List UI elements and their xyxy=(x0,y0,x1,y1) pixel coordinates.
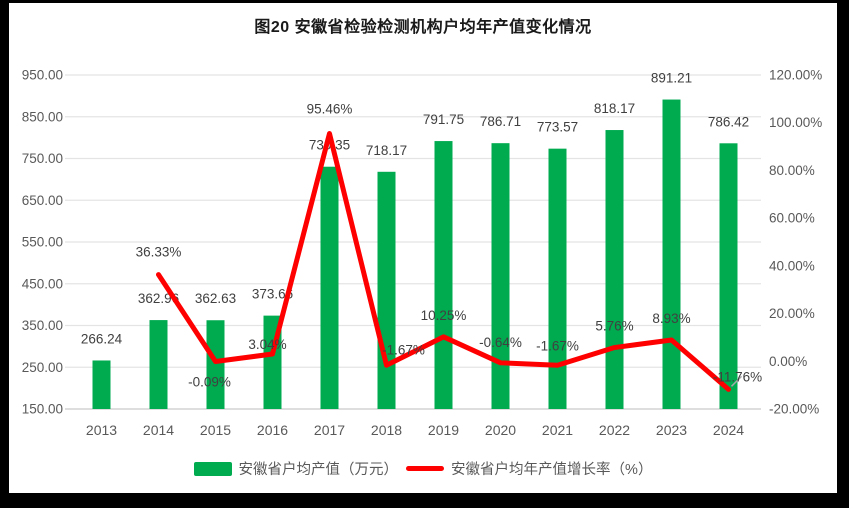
line-series-label: 安徽省户均年产值增长率（%） xyxy=(451,462,653,478)
left-axis-tick-label: 550.00 xyxy=(22,235,63,250)
right-axis-tick-label: 120.00% xyxy=(769,68,822,83)
value-label-2022: 818.17 xyxy=(594,101,635,116)
value-label-2021: 773.57 xyxy=(537,120,578,135)
right-axis-tick-label: 20.00% xyxy=(769,306,815,321)
growth-label-2017: 95.46% xyxy=(307,102,353,117)
growth-label-2018: -1.67% xyxy=(382,342,425,357)
x-axis-label-2021: 2021 xyxy=(542,422,573,438)
right-axis-tick-label: 0.00% xyxy=(769,354,807,369)
x-axis-label-2020: 2020 xyxy=(485,422,516,438)
bar-2013 xyxy=(92,360,111,409)
growth-label-2021: -1.67% xyxy=(536,338,579,353)
bar-2024 xyxy=(719,143,738,409)
x-axis-label-2018: 2018 xyxy=(371,422,402,438)
x-axis-label-2024: 2024 xyxy=(713,422,744,438)
x-axis-label-2015: 2015 xyxy=(200,422,231,438)
x-axis-label-2016: 2016 xyxy=(257,422,288,438)
growth-label-2015: -0.09% xyxy=(188,375,231,390)
left-axis-tick-label: 450.00 xyxy=(22,276,63,291)
bar-2022 xyxy=(605,130,624,409)
bar-2019 xyxy=(434,141,453,409)
value-label-2015: 362.63 xyxy=(195,291,236,306)
chart-panel: 图20 安徽省检验检测机构户均年产值变化情况 950.00 850.00 750.0… xyxy=(9,3,837,493)
growth-label-2022: 5.76% xyxy=(595,319,633,334)
growth-label-2016: 3.04% xyxy=(248,337,286,352)
growth-label-2019: 10.25% xyxy=(421,308,467,323)
value-label-2019: 791.75 xyxy=(423,112,464,127)
x-axis-label-2019: 2019 xyxy=(428,422,459,438)
right-axis-tick-label: -20.00% xyxy=(769,402,819,417)
legend-item-line-series: 安徽省户均年产值增长率（%） xyxy=(406,458,652,479)
value-label-2020: 786.71 xyxy=(480,114,521,129)
x-axis-label-2023: 2023 xyxy=(656,422,687,438)
bar-series-label: 安徽省户均产值（万元） xyxy=(238,462,399,478)
bar-2023 xyxy=(662,99,681,409)
legend-item-bar-series: 安徽省户均产值（万元） xyxy=(193,458,399,479)
left-axis-tick-label: 650.00 xyxy=(22,193,63,208)
bar-2015 xyxy=(206,320,225,409)
right-axis-tick-label: 100.00% xyxy=(769,115,822,130)
x-axis-label-2022: 2022 xyxy=(599,422,630,438)
right-axis-tick-label: 40.00% xyxy=(769,258,815,273)
line-series-swatch-icon xyxy=(406,466,445,471)
left-axis-tick-label: 850.00 xyxy=(22,109,63,124)
x-axis-label-2013: 2013 xyxy=(86,422,117,438)
left-axis-tick-label: 750.00 xyxy=(22,151,63,166)
value-label-2016: 373.66 xyxy=(252,287,293,302)
growth-label-2020: -0.64% xyxy=(479,335,522,350)
left-axis-tick-label: 350.00 xyxy=(22,318,63,333)
bar-2014 xyxy=(149,320,168,409)
growth-label-2024: -11.76% xyxy=(713,369,762,384)
bar-2021 xyxy=(548,148,567,409)
bar-2020 xyxy=(491,143,510,409)
right-axis-tick-label: 60.00% xyxy=(769,211,815,226)
value-label-2013: 266.24 xyxy=(81,331,123,346)
x-axis-label-2017: 2017 xyxy=(314,422,345,438)
growth-rate-line xyxy=(156,131,731,392)
left-axis-tick-label: 950.00 xyxy=(22,68,63,83)
growth-label-2014: 36.33% xyxy=(136,245,182,260)
chart-plot: 950.00 850.00 750.00 650.00 550.00 450.00 350.… xyxy=(22,68,823,439)
chart-title: 图20 安徽省检验检测机构户均年产值变化情况 xyxy=(254,19,592,36)
value-label-2018: 718.17 xyxy=(366,143,407,158)
growth-label-2023: 8.93% xyxy=(652,311,690,326)
bar-2017 xyxy=(320,166,339,409)
left-axis-tick-label: 250.00 xyxy=(22,360,63,375)
x-axis-label-2014: 2014 xyxy=(143,422,174,438)
value-label-2023: 891.21 xyxy=(651,71,692,86)
bar-series-swatch-icon xyxy=(193,461,232,476)
right-axis-tick-label: 80.00% xyxy=(769,163,815,178)
label-leader-line xyxy=(730,375,743,387)
left-axis-tick-label: 150.00 xyxy=(22,402,63,417)
bar-2018 xyxy=(377,171,396,409)
chart-legend: 安徽省户均产值（万元） 安徽省户均年产值增长率（%） xyxy=(9,458,837,479)
value-label-2024: 786.42 xyxy=(708,114,749,129)
value-label-2017: 730.35 xyxy=(309,138,350,153)
